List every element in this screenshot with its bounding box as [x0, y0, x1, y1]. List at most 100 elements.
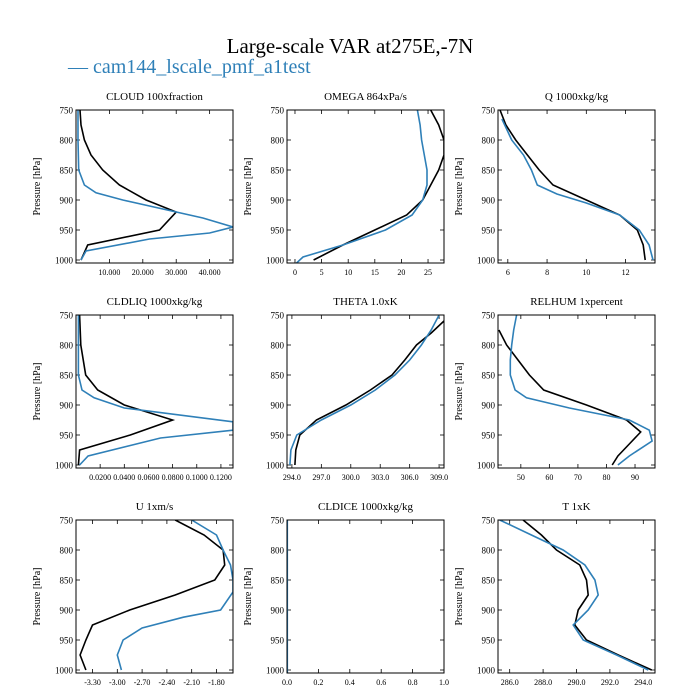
subplot-title: OMEGA 864xPa/s — [324, 91, 407, 103]
y-tick-label: 750 — [482, 311, 496, 321]
y-axis-label: Pressure [hPa] — [454, 157, 465, 215]
series-line-blue — [499, 520, 649, 671]
x-tick-label: 12 — [622, 268, 630, 277]
y-tick-label: 1000 — [477, 461, 496, 471]
plot-frame — [497, 314, 656, 469]
series-line-blue — [77, 110, 233, 261]
y-tick-label: 850 — [271, 576, 285, 586]
x-tick-label: 303.0 — [371, 473, 389, 482]
y-tick-label: 900 — [271, 196, 285, 206]
y-tick-label: 750 — [60, 516, 74, 526]
series-line-blue — [77, 315, 233, 466]
x-tick-label: 0.2 — [313, 678, 323, 687]
y-tick-label: 900 — [60, 401, 74, 411]
subplot-3: Q 1000xkg/kg Pressure [hPa] 750 800 850 900 95… — [454, 91, 656, 277]
y-tick-label: 1000 — [55, 461, 74, 471]
x-tick-label: 5 — [320, 268, 324, 277]
y-tick-label: 850 — [482, 576, 496, 586]
x-tick-label: -2.40 — [159, 678, 176, 687]
x-tick-label: 0.0800 — [162, 473, 184, 482]
series-line-blue — [509, 315, 654, 466]
subplot-4: CLDLIQ 1000xkg/kg Pressure [hPa] 750 800 850… — [32, 296, 234, 482]
subplot-title: CLOUD 100xfraction — [106, 91, 203, 103]
subplot-title: Q 1000xkg/kg — [545, 91, 609, 103]
y-tick-label: 800 — [60, 546, 74, 556]
y-tick-label: 800 — [482, 546, 496, 556]
subplot-1: CLOUD 100xfraction Pressure [hPa] 750 800 85… — [32, 91, 234, 277]
y-tick-label: 750 — [482, 106, 496, 116]
y-tick-label: 950 — [271, 636, 285, 646]
x-tick-label: -2.70 — [134, 678, 151, 687]
subplot-title: CLDLIQ 1000xkg/kg — [107, 296, 203, 308]
subplot-title: THETA 1.0xK — [333, 296, 398, 308]
series-line-black — [77, 315, 176, 466]
x-tick-label: 10 — [582, 268, 590, 277]
y-tick-label: 950 — [60, 226, 74, 236]
x-tick-label: 20 — [397, 268, 405, 277]
x-tick-label: 288.0 — [534, 678, 552, 687]
x-tick-label: 50 — [517, 473, 525, 482]
y-axis-label: Pressure [hPa] — [454, 362, 465, 420]
y-tick-label: 900 — [482, 196, 496, 206]
y-tick-label: 850 — [60, 166, 74, 176]
x-tick-label: 0 — [293, 268, 297, 277]
y-tick-label: 850 — [482, 166, 496, 176]
figure-title: Large-scale VAR at275E,-7N — [226, 34, 474, 58]
y-tick-label: 850 — [482, 371, 496, 381]
legend-line-marker: — — [68, 56, 88, 78]
x-tick-label: 90 — [631, 473, 639, 482]
series-line-blue — [501, 118, 654, 261]
y-tick-label: 1000 — [266, 256, 285, 266]
plot-frame — [497, 109, 656, 264]
series-line-black — [499, 110, 646, 261]
y-tick-label: 800 — [271, 341, 285, 351]
y-tick-label: 900 — [482, 401, 496, 411]
x-tick-label: 8 — [545, 268, 549, 277]
y-tick-label: 1000 — [477, 666, 496, 676]
x-tick-label: 0.0 — [282, 678, 292, 687]
y-axis-label: Pressure [hPa] — [243, 157, 254, 215]
y-tick-label: 1000 — [266, 666, 285, 676]
y-axis-label: Pressure [hPa] — [32, 157, 43, 215]
x-tick-label: 292.0 — [601, 678, 619, 687]
x-tick-label: 297.0 — [312, 473, 330, 482]
series-line-black — [498, 329, 642, 466]
x-tick-label: 0.1200 — [210, 473, 232, 482]
subplot-6: RELHUM 1xpercent Pressure [hPa] 750 800 850 9… — [454, 296, 656, 482]
plot-frame — [286, 109, 445, 264]
legend: — cam144_lscale_pmf_a1test — [68, 56, 311, 79]
series-line-blue — [289, 315, 440, 466]
subplot-title: CLDICE 1000xkg/kg — [318, 501, 414, 513]
plot-frame — [75, 314, 234, 469]
y-tick-label: 950 — [482, 431, 496, 441]
subplot-8: CLDICE 1000xkg/kg Pressure [hPa] 750 800 850… — [243, 501, 449, 687]
x-tick-label: 1.0 — [439, 678, 449, 687]
plot-frame — [286, 519, 445, 674]
y-tick-label: 750 — [271, 516, 285, 526]
y-tick-label: 750 — [271, 106, 285, 116]
x-tick-label: 294.0 — [634, 678, 652, 687]
y-tick-label: 950 — [482, 636, 496, 646]
x-tick-label: 0.0400 — [113, 473, 135, 482]
x-tick-label: 20.000 — [132, 268, 154, 277]
x-tick-label: 40.000 — [199, 268, 221, 277]
y-tick-label: 1000 — [55, 256, 74, 266]
series-line-black — [522, 520, 653, 671]
plot-frame — [497, 519, 656, 674]
x-tick-label: 10 — [344, 268, 352, 277]
plot-frame — [286, 314, 445, 469]
y-tick-label: 900 — [271, 606, 285, 616]
plot-frame — [75, 519, 234, 674]
y-tick-label: 1000 — [55, 666, 74, 676]
y-tick-label: 850 — [60, 371, 74, 381]
y-tick-label: 950 — [60, 431, 74, 441]
x-tick-label: 6 — [506, 268, 510, 277]
series-line-black — [313, 110, 444, 261]
y-tick-label: 750 — [271, 311, 285, 321]
subplot-title: RELHUM 1xpercent — [530, 296, 623, 308]
series-line-black — [79, 520, 226, 671]
y-tick-label: 850 — [60, 576, 74, 586]
x-tick-label: 10.000 — [98, 268, 120, 277]
x-tick-label: 0.4 — [345, 678, 355, 687]
